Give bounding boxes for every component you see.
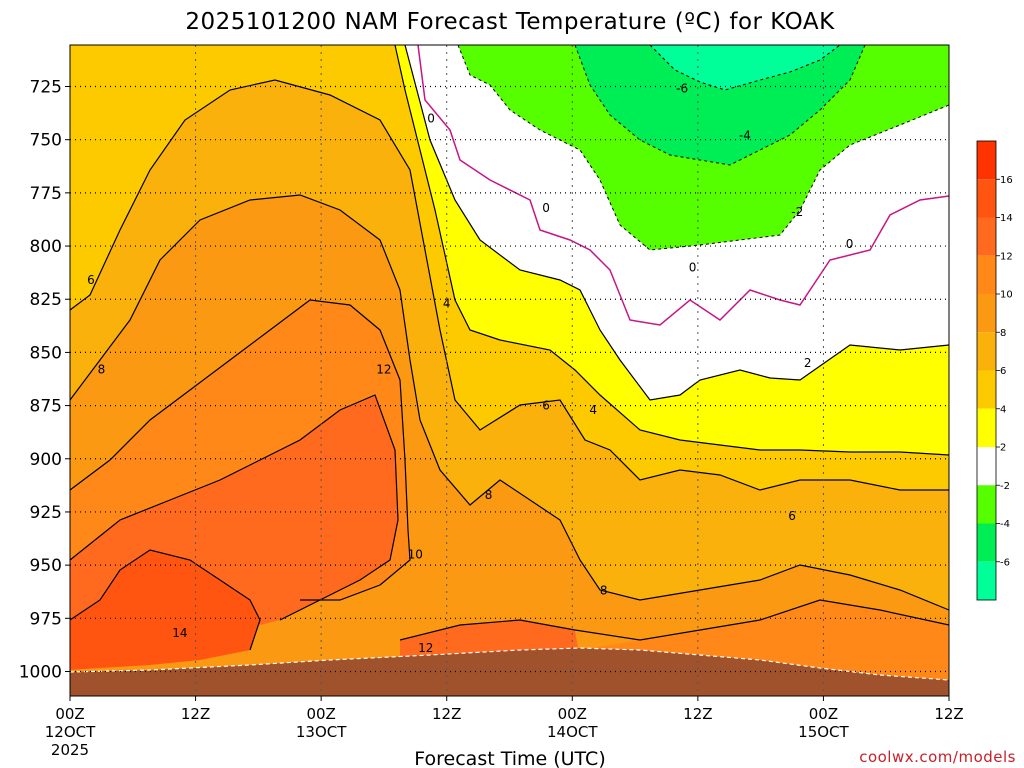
x-tick-date-label: 15OCT: [798, 723, 849, 741]
colorbar-label: -2: [1000, 481, 1010, 492]
contour-label: 12: [418, 641, 433, 655]
contour-label: 0: [427, 111, 435, 125]
colorbar-bin: [977, 523, 996, 562]
y-tick-label: 875: [30, 397, 62, 417]
contour-label: 14: [172, 626, 187, 640]
colorbar-bin: [977, 141, 996, 180]
contours: [69, 44, 950, 651]
x-tick-date-label: 12OCT: [45, 723, 96, 741]
x-tick-year-label: 2025: [51, 741, 89, 759]
contour-6C: [69, 79, 949, 491]
contour-labels: 0 0 0 0 -6 -4 -2 2 4 4 6 6 6 8 8 8 10 12 12 14: [87, 82, 853, 655]
contour-label: -2: [791, 205, 803, 219]
contour-label: -6: [676, 82, 688, 96]
x-tick-label: 12Z: [181, 705, 210, 723]
contour-label: 4: [589, 403, 597, 417]
x-tick-label: 00Z: [55, 705, 84, 723]
band-le-4C: [575, 45, 865, 165]
colorbar-bin: [977, 179, 996, 218]
colorbar-label: -6: [1000, 557, 1010, 568]
x-tick-label: 12Z: [432, 705, 461, 723]
colorbar-bin: [977, 485, 996, 524]
y-tick-label: 900: [30, 450, 62, 470]
contour-12C-right: [399, 599, 950, 641]
colorbar-label: 8: [1000, 328, 1006, 339]
colorbar-label: 16: [1000, 175, 1013, 186]
contour-label: 4: [443, 296, 451, 310]
colorbar-bin: [977, 370, 996, 409]
contour-label: 10: [408, 548, 423, 562]
colorbar-label: -4: [1000, 519, 1010, 530]
colorbar-bin: [977, 294, 996, 333]
y-tick-label: 750: [30, 131, 62, 151]
contour-label: 6: [788, 509, 796, 523]
contour-label: -4: [739, 128, 751, 142]
x-tick-label: 12Z: [683, 705, 712, 723]
contour-12C: [69, 394, 399, 621]
terrain-edge: [69, 647, 950, 681]
colorbar-bin: [977, 408, 996, 447]
x-tick-label: 12Z: [934, 705, 963, 723]
y-tick-label: 725: [30, 78, 62, 98]
colorbar-label: 12: [1000, 251, 1013, 262]
colorbar-bin: [977, 561, 996, 600]
contour-label: 0: [542, 201, 550, 215]
contour-minus2C: [457, 44, 950, 251]
chart-title: 2025101200 NAM Forecast Temperature (ºC)…: [185, 9, 835, 35]
colorbar-label: 2: [1000, 443, 1006, 454]
contour-4C: [394, 44, 950, 456]
colorbar-label: 4: [1000, 404, 1006, 415]
plot-frame: [69, 44, 950, 697]
band-ge-2C: [395, 45, 949, 455]
negative-contours: [457, 44, 950, 251]
x-tick-label: 00Z: [558, 705, 587, 723]
contour-label: 6: [542, 399, 550, 413]
y-axis: 725 750 775 800 825 850 875 900 925 950 975 1000: [19, 78, 70, 683]
band-le-6C: [650, 45, 840, 90]
colorbar-bin: [977, 255, 996, 294]
contour-14C: [69, 549, 261, 651]
contour-label: 8: [485, 488, 493, 502]
colorbar-bin: [977, 332, 996, 371]
contour-0C: [417, 44, 950, 326]
terrain: [70, 648, 949, 696]
x-tick-date-label: 13OCT: [296, 723, 347, 741]
y-tick-label: 800: [30, 237, 62, 257]
contour-label: 12: [376, 362, 391, 376]
contour-2C: [404, 44, 950, 401]
band-ge-14C: [70, 550, 260, 670]
contour-minus4C: [574, 44, 866, 166]
colorbar-label: 14: [1000, 213, 1013, 224]
x-tick-date-label: 14OCT: [547, 723, 598, 741]
colorbar: 16 14 12 10 8 6 4 2 -2 -4 -6: [976, 140, 1013, 601]
y-tick-label: 1000: [19, 663, 62, 683]
y-tick-label: 775: [30, 184, 62, 204]
y-tick-label: 850: [30, 343, 62, 363]
contour-label: 8: [600, 584, 608, 598]
y-tick-label: 975: [30, 609, 62, 629]
y-tick-label: 925: [30, 503, 62, 523]
contour-8C: [69, 194, 950, 611]
contour-label: 6: [87, 273, 95, 287]
contour-label: 8: [98, 362, 106, 376]
contour-label: 2: [804, 356, 812, 370]
x-tick-label: 00Z: [809, 705, 838, 723]
y-tick-label: 950: [30, 556, 62, 576]
colorbar-bin: [977, 217, 996, 256]
credit-text: coolwx.com/models: [859, 748, 1016, 766]
plot-area: 0 0 0 0 -6 -4 -2 2 4 4 6 6 6 8 8 8 10 12 12 14: [69, 44, 950, 697]
colorbar-label: 10: [1000, 290, 1013, 301]
x-tick-label: 00Z: [306, 705, 335, 723]
contour-label: 0: [689, 260, 697, 274]
contour-label: 0: [846, 237, 854, 251]
y-tick-label: 825: [30, 290, 62, 310]
x-axis-title: Forecast Time (UTC): [414, 748, 605, 768]
colorbar-label: 6: [1000, 366, 1006, 377]
colorbar-bin: [977, 447, 996, 486]
